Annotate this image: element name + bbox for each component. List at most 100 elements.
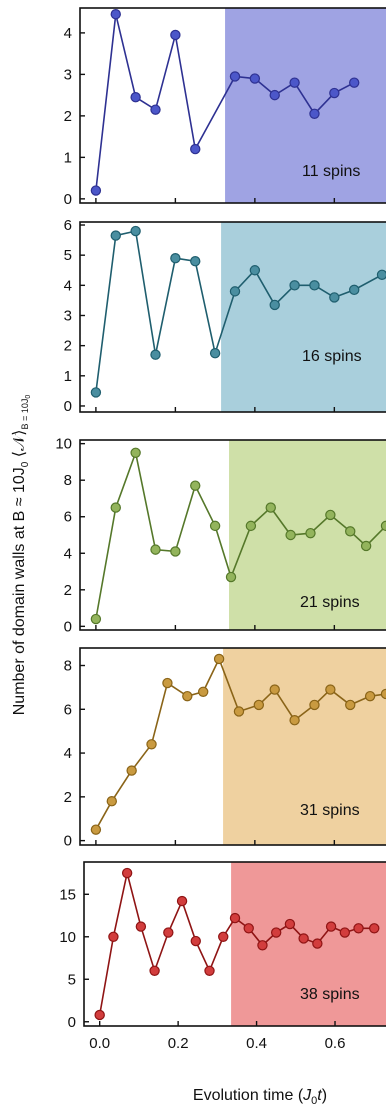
data-point	[360, 540, 372, 552]
data-point	[245, 520, 257, 532]
plot-frame	[79, 7, 386, 204]
data-point	[126, 765, 137, 776]
y-axis-label: Number of domain walls at B ≈ 10J0 ⟨𝒩⟩B …	[11, 395, 32, 716]
series-label: 21 spins	[300, 594, 360, 611]
y-tick-label: 6	[64, 509, 72, 526]
data-point	[108, 931, 119, 942]
x-tick-label: 0.6	[325, 1035, 346, 1052]
y-tick-label: 2	[64, 789, 72, 806]
data-point	[90, 387, 102, 398]
y-tick-label: 10	[55, 436, 72, 453]
data-point	[249, 265, 261, 276]
data-point	[130, 225, 141, 237]
data-point	[376, 269, 386, 280]
data-point	[130, 92, 141, 103]
data-point	[312, 938, 323, 949]
plot-frame	[83, 861, 386, 1027]
y-tick-label: 2	[64, 108, 72, 125]
data-point	[229, 71, 241, 82]
data-point	[270, 927, 282, 938]
data-point	[289, 280, 300, 291]
data-point	[150, 104, 161, 115]
y-tick-label: 4	[64, 745, 72, 762]
data-point	[269, 684, 280, 695]
data-point	[380, 688, 386, 700]
data-point	[204, 965, 215, 976]
data-point	[197, 686, 209, 697]
data-point	[209, 520, 221, 532]
x-axis-label: Evolution time (J0t)	[193, 1087, 327, 1107]
data-point	[170, 29, 181, 41]
y-tick-label: 5	[64, 247, 72, 264]
y-tick-label: 1	[64, 149, 72, 166]
data-point	[369, 923, 380, 934]
data-point	[269, 299, 280, 311]
data-point	[94, 1009, 105, 1021]
x-tick-label: 0.0	[89, 1035, 110, 1052]
y-tick-label: 3	[64, 66, 72, 83]
data-point	[106, 796, 117, 807]
series-label: 38 spins	[300, 986, 360, 1003]
data-point	[90, 185, 102, 196]
y-tick-label: 15	[59, 886, 76, 903]
data-point	[150, 544, 161, 555]
data-point	[135, 921, 147, 932]
data-point	[190, 935, 201, 947]
y-tick-label: 1	[64, 368, 72, 385]
data-point	[110, 502, 121, 513]
data-point	[163, 927, 174, 938]
y-tick-label: 0	[64, 618, 72, 635]
data-point	[345, 699, 356, 711]
data-point	[146, 739, 157, 750]
data-point	[305, 527, 316, 539]
data-point	[285, 529, 296, 541]
data-point	[309, 699, 320, 711]
data-point	[150, 349, 161, 360]
y-tick-label: 4	[64, 545, 72, 562]
data-point	[325, 684, 336, 695]
data-point	[329, 87, 340, 99]
data-point	[253, 699, 265, 711]
data-point	[130, 447, 141, 458]
data-point	[218, 931, 229, 942]
data-point	[213, 653, 225, 665]
data-point	[325, 921, 337, 932]
data-point	[229, 912, 241, 924]
data-point	[257, 940, 268, 951]
data-point	[149, 965, 160, 976]
data-point	[233, 706, 245, 717]
data-point	[309, 108, 320, 119]
data-point	[353, 923, 364, 934]
panel-5: 0 5 10 15 38 spins	[59, 861, 386, 1031]
y-tick-label: 6	[64, 217, 72, 234]
y-tick-label: 4	[64, 25, 72, 42]
x-tick-label: 0.2	[168, 1035, 189, 1052]
shaded-region	[231, 862, 386, 1026]
y-tick-label: 2	[64, 582, 72, 599]
y-tick-label: 0	[64, 398, 72, 415]
data-point	[309, 280, 320, 291]
shaded-region	[225, 8, 386, 203]
data-point	[349, 77, 360, 88]
data-point	[265, 502, 276, 513]
y-tick-label: 0	[68, 1014, 76, 1031]
data-point	[170, 252, 181, 264]
y-tick-label: 2	[64, 338, 72, 355]
data-point	[289, 77, 300, 88]
y-tick-label: 8	[64, 658, 72, 675]
data-point	[225, 571, 237, 583]
data-point	[325, 509, 336, 521]
x-tick-label: 0.4	[246, 1035, 267, 1052]
series-label: 31 spins	[300, 802, 360, 819]
data-point	[298, 933, 309, 944]
series-line	[95, 449, 386, 620]
y-tick-label: 4	[64, 277, 72, 294]
data-point	[182, 690, 193, 702]
y-tick-label: 0	[64, 191, 72, 208]
plot-frame	[79, 439, 386, 631]
data-point	[289, 715, 300, 726]
data-point	[345, 526, 356, 537]
y-tick-label: 5	[68, 971, 76, 988]
data-point	[339, 927, 351, 938]
